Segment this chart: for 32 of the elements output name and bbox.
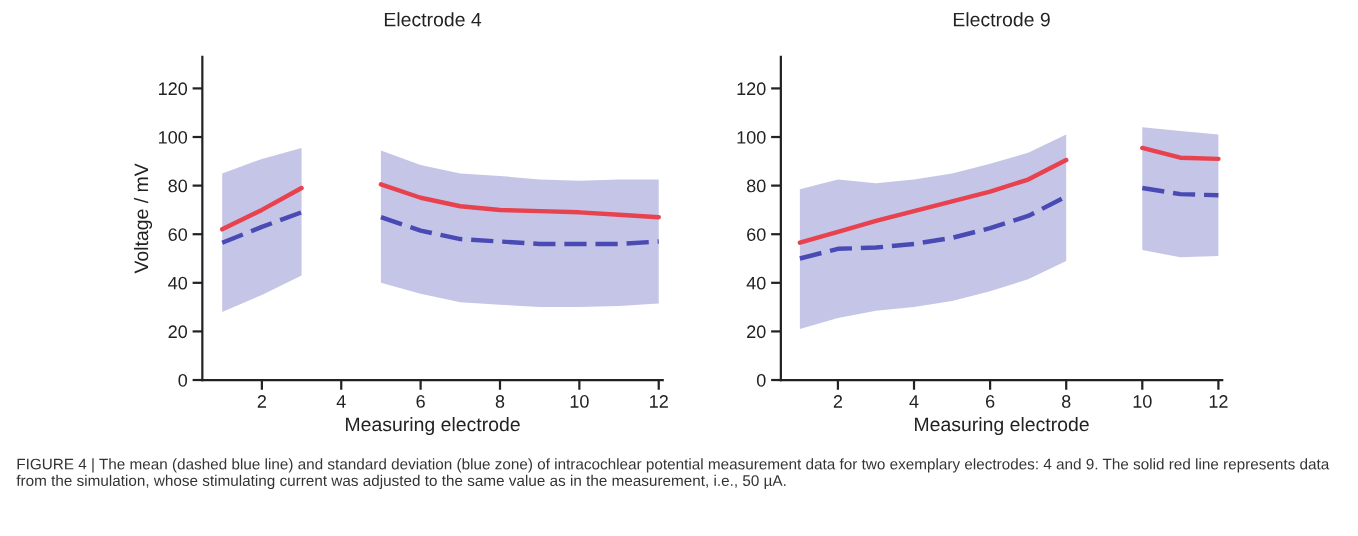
x-tick-label: 2 [833,395,843,408]
y-tick-label: 120 [159,82,188,96]
x-tick-label: 4 [909,395,919,408]
y-tick-label: 0 [756,373,766,387]
x-tick-label: 12 [650,395,668,408]
x-tick-label: 8 [495,395,505,408]
x-axis-title: Measuring electrode [915,416,1089,436]
y-tick-label: 20 [747,325,766,339]
chart-title: Electrode 9 [953,12,1050,27]
x-tick-label: 10 [570,395,589,408]
y-tick-label: 60 [168,228,188,241]
y-tick-label: 100 [737,130,766,144]
y-axis-title: Voltage / mV [133,163,153,274]
y-tick-label: 20 [168,325,188,339]
x-tick-label: 6 [986,395,995,408]
y-tick-label: 80 [168,179,188,193]
y-tick-label: 80 [746,179,766,193]
x-tick-label: 2 [257,395,266,408]
y-tick-label: 40 [168,276,188,290]
x-tick-label: 8 [1061,395,1071,408]
y-tick-label: 40 [746,276,766,290]
x-tick-label: 6 [416,395,425,408]
chart-title: Electrode 4 [384,12,482,27]
x-tick-label: 10 [1133,395,1152,408]
x-tick-label: 12 [1209,395,1228,408]
y-tick-label: 100 [159,130,188,144]
caption: FIGURE 4 | The mean (dashed blue line) and standard deviation (blue zone) of intracochlear potential measurement data for two exemplary electrodes: 4 and 9. The solid red line represents data from the simulation, whose stimulating current was adjusted to the same value as in the measurement, i.e., 50 µA. [16,458,1330,490]
x-axis-title: Measuring electrode [346,416,520,436]
y-tick-label: 60 [747,228,766,241]
y-tick-label: 0 [178,373,188,387]
y-tick-label: 120 [737,82,766,96]
x-tick-label: 4 [336,395,346,408]
